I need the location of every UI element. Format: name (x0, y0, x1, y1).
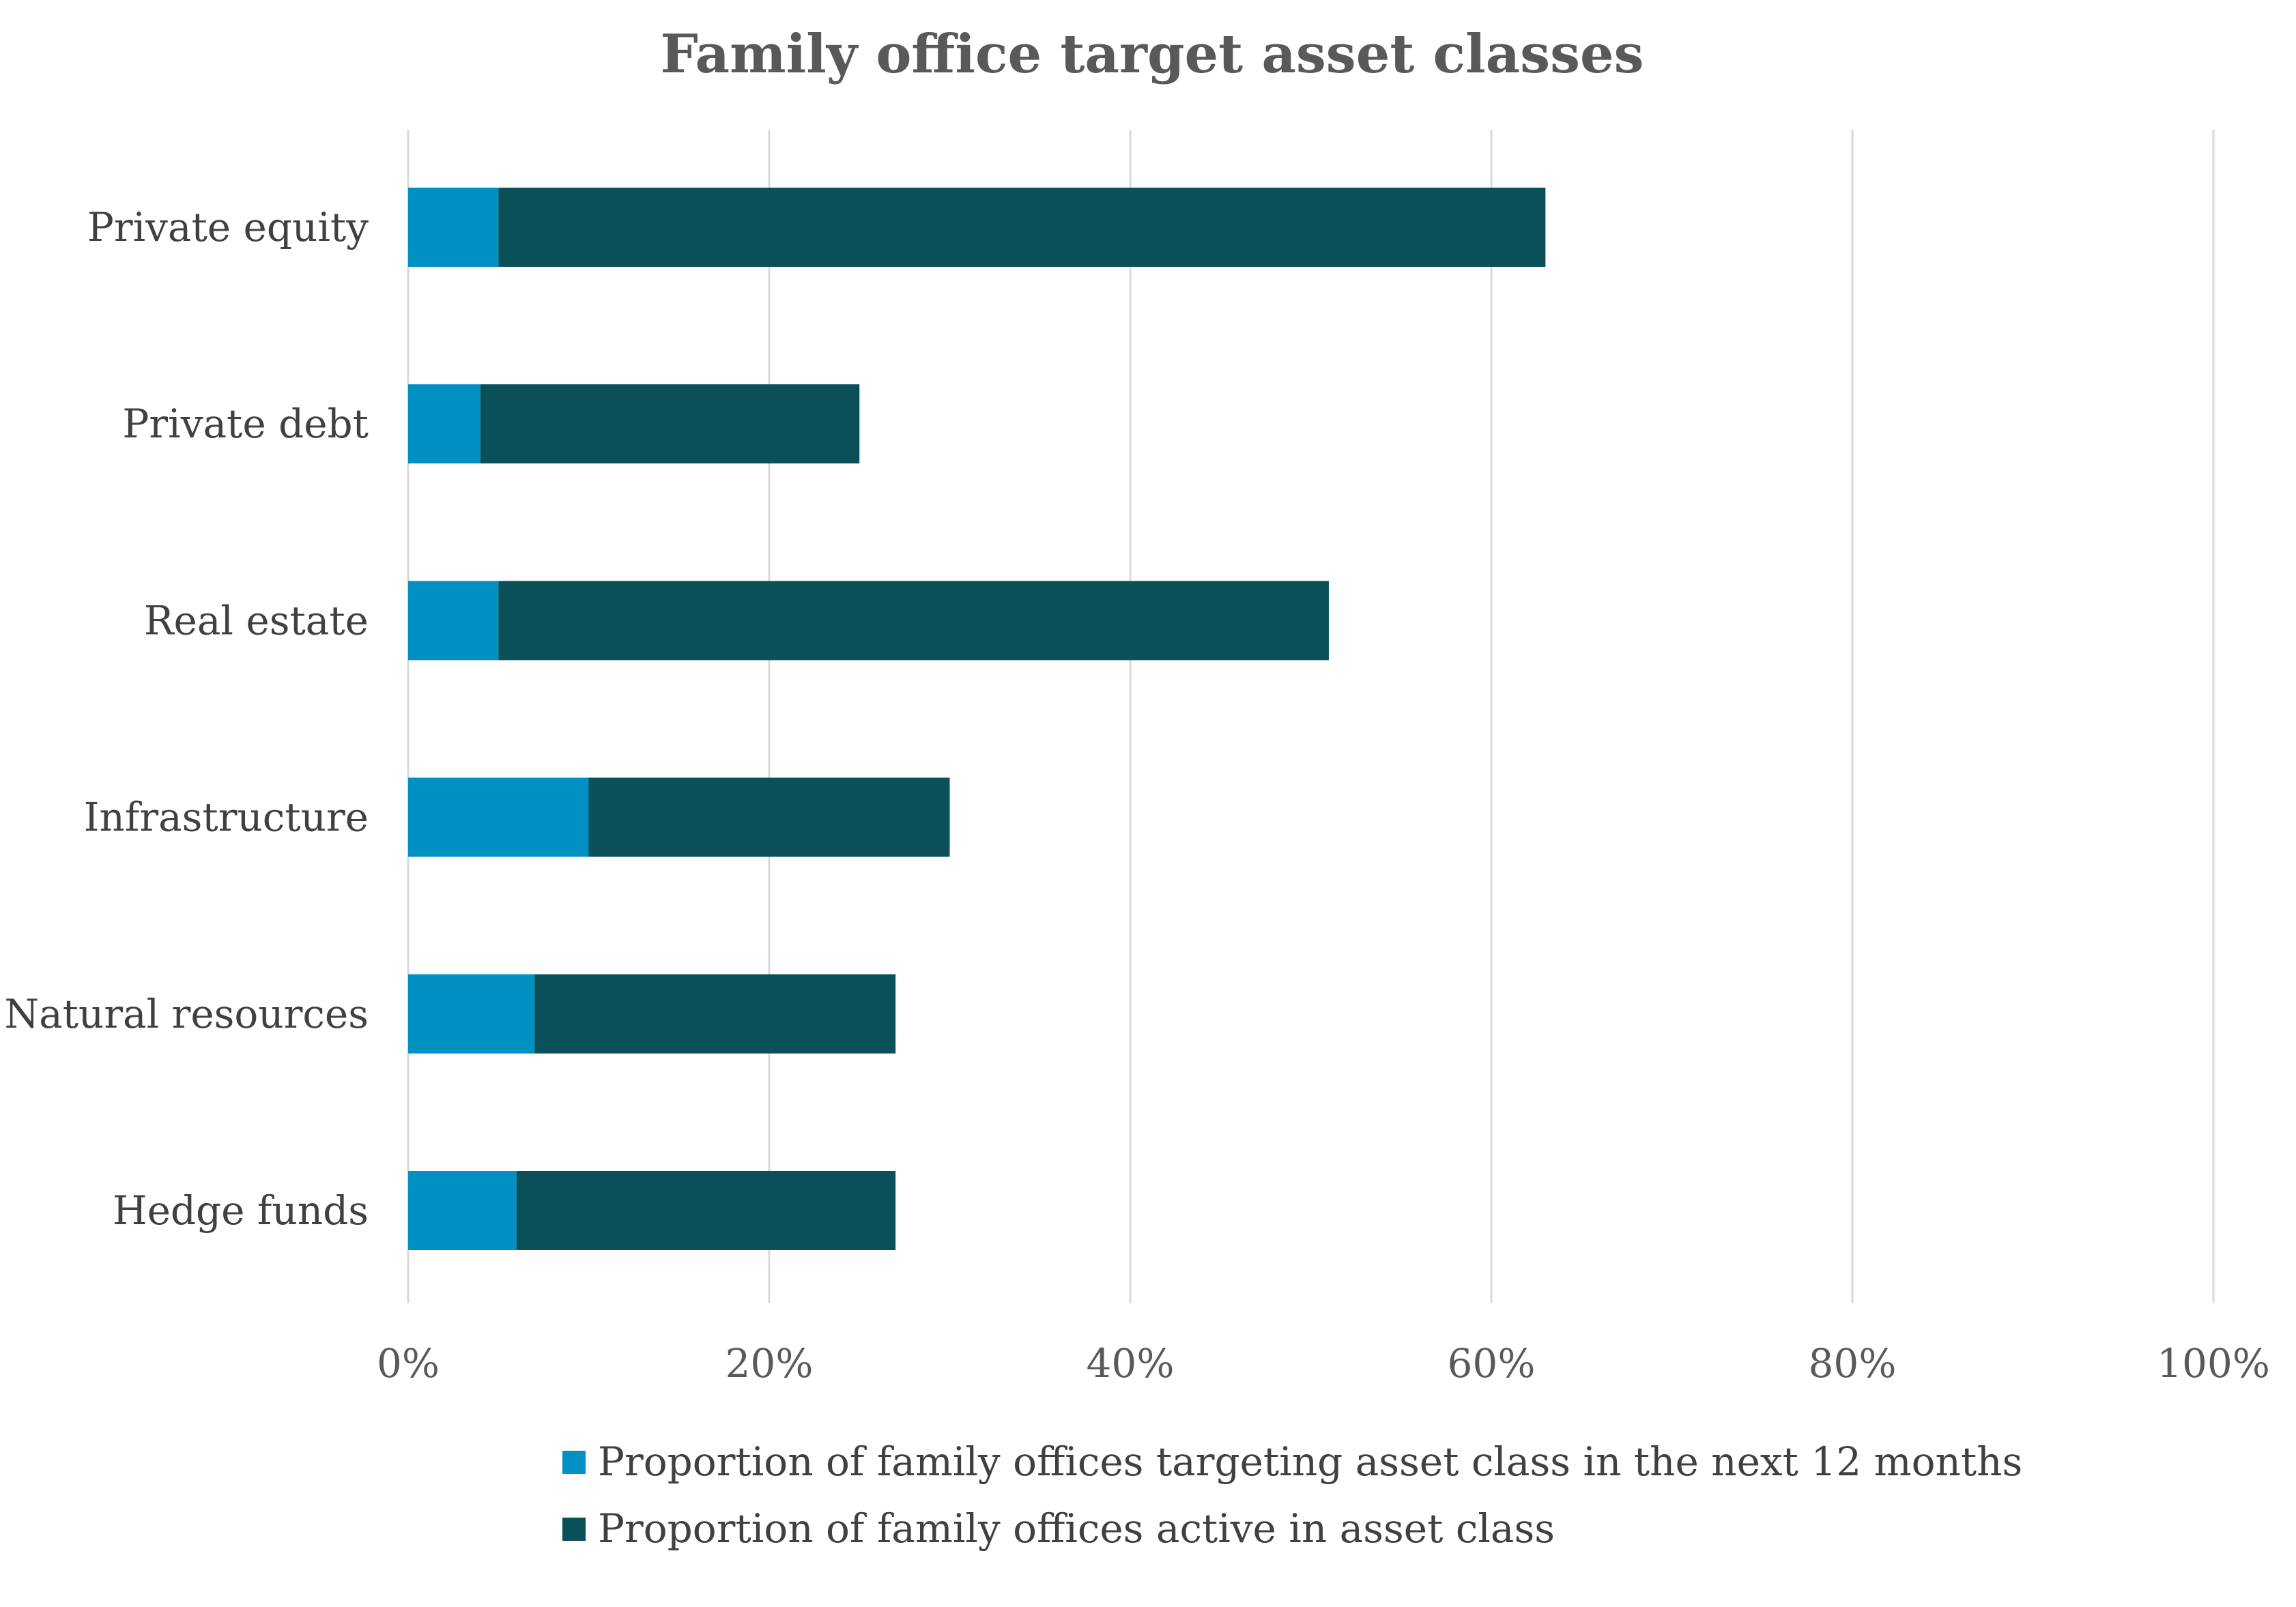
legend: Proportion of family offices targeting a… (562, 1438, 2022, 1552)
gridlines (407, 130, 2215, 1303)
bar-real-estate-series-1 (408, 581, 499, 661)
legend-swatch-1 (562, 1451, 586, 1474)
category-label: Natural resources (4, 991, 369, 1037)
x-tick-label: 100% (2157, 1340, 2270, 1387)
bar-natural-resources-series-1 (408, 974, 535, 1054)
x-tick-labels: 0% 20% 40% 60% 80% 100% (377, 1340, 2270, 1387)
category-labels: Private equity Private debt Real estate Inf… (4, 204, 369, 1234)
category-label: Hedge funds (113, 1187, 369, 1234)
x-tick-label: 40% (1087, 1340, 1175, 1387)
bar-real-estate-series-2 (498, 581, 1329, 661)
bar-hedge-funds-series-2 (516, 1171, 896, 1250)
x-tick-label: 80% (1809, 1340, 1897, 1387)
legend-label-1: Proportion of family offices targeting a… (598, 1438, 2022, 1485)
chart-title: Family office target asset classes (660, 23, 1644, 85)
bars (408, 188, 1546, 1250)
bar-infrastructure-series-2 (588, 777, 950, 857)
category-label: Private debt (122, 401, 369, 447)
bar-private-equity-series-2 (498, 188, 1546, 267)
bar-private-equity-series-1 (408, 188, 499, 267)
category-label: Private equity (87, 204, 369, 250)
category-label: Real estate (144, 597, 369, 643)
x-tick-label: 60% (1448, 1340, 1536, 1387)
bar-hedge-funds-series-1 (408, 1171, 517, 1250)
bar-private-debt-series-2 (480, 384, 860, 464)
x-tick-label: 0% (377, 1340, 440, 1387)
x-tick-label: 20% (726, 1340, 814, 1387)
bar-natural-resources-series-2 (534, 974, 896, 1054)
legend-swatch-2 (562, 1518, 586, 1541)
bar-infrastructure-series-1 (408, 777, 589, 857)
category-label: Infrastructure (84, 794, 369, 841)
bar-private-debt-series-1 (408, 384, 480, 464)
legend-label-2: Proportion of family offices active in a… (598, 1505, 1555, 1552)
